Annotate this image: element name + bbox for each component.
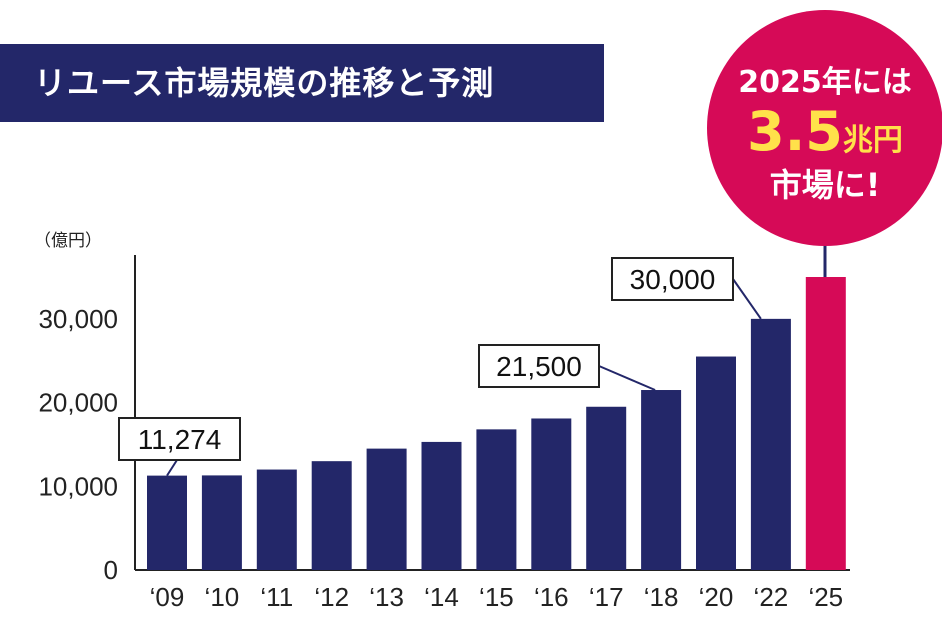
- x-tick-label: ‘22: [754, 582, 789, 612]
- x-tick-label: ‘13: [369, 582, 404, 612]
- bar: [531, 418, 572, 570]
- annotation-leader: [598, 365, 656, 391]
- y-tick-label: 10,000: [38, 471, 118, 501]
- x-tick-label: ‘14: [424, 582, 459, 612]
- badge-unit: 兆円: [843, 123, 903, 158]
- bar: [201, 475, 242, 570]
- title-banner: リユース市場規模の推移と予測: [0, 44, 604, 122]
- annotation-box: [611, 257, 734, 301]
- data-label: 11,274: [138, 424, 222, 455]
- y-unit-label: （億円）: [34, 231, 102, 251]
- x-tick-label: ‘17: [589, 582, 624, 612]
- data-label: 21,500: [496, 351, 582, 382]
- bar: [586, 406, 627, 570]
- y-tick-label: 0: [104, 555, 118, 585]
- badge-line1: 2025年には: [738, 65, 912, 100]
- x-tick-label: ‘09: [150, 582, 185, 612]
- badge-amount: 3.5兆円: [747, 100, 903, 163]
- x-tick-label: ‘18: [644, 582, 679, 612]
- x-tick-label: ‘12: [314, 582, 349, 612]
- bar: [256, 469, 297, 570]
- badge-big-number: 3.5: [747, 100, 843, 163]
- bar: [750, 318, 791, 570]
- badge-circle: [707, 10, 942, 246]
- badge-line3: 市場に!: [770, 166, 881, 204]
- annotation-leader: [732, 278, 762, 320]
- bar: [421, 441, 462, 570]
- annotation-leader: [166, 459, 178, 477]
- forecast-badge: 2025年には 3.5兆円 市場に!: [707, 10, 942, 277]
- bar: [147, 475, 187, 570]
- x-tick-label: ‘10: [205, 582, 240, 612]
- bar: [805, 277, 846, 570]
- annotation-box: [478, 344, 600, 388]
- y-tick-label: 20,000: [38, 388, 118, 418]
- bar: [366, 448, 407, 570]
- x-tick-label: ‘15: [479, 582, 514, 612]
- y-tick-label: 30,000: [38, 304, 118, 334]
- data-label: 30,000: [630, 264, 716, 295]
- bar: [476, 429, 517, 570]
- bar: [311, 461, 352, 570]
- x-tick-label: ‘16: [534, 582, 569, 612]
- bar: [641, 390, 682, 570]
- annotation-box: [118, 417, 241, 461]
- chart-title: リユース市場規模の推移と予測: [34, 64, 495, 102]
- x-tick-label: ‘20: [699, 582, 734, 612]
- bar: [696, 356, 736, 570]
- x-tick-label: ‘11: [260, 582, 293, 612]
- x-tick-label: ‘25: [808, 582, 843, 612]
